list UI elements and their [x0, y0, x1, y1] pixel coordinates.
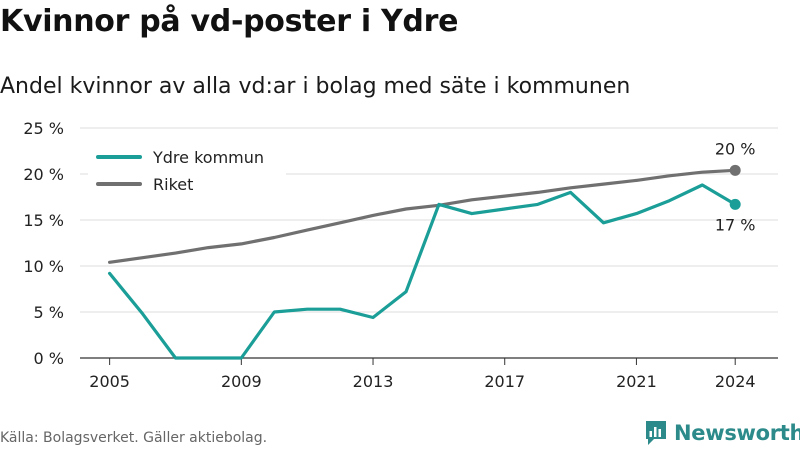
- legend-label: Riket: [153, 175, 193, 194]
- newsworthy-logo-icon: [646, 421, 666, 445]
- brand-name: Newsworthy: [674, 421, 800, 445]
- y-tick-label: 10 %: [23, 257, 64, 276]
- y-tick-label: 15 %: [23, 211, 64, 230]
- series-line-ydre: [107, 183, 737, 360]
- x-tick-label: 2021: [616, 372, 657, 391]
- x-tick-label: 2009: [221, 372, 262, 391]
- source-note: Källa: Bolagsverket. Gäller aktiebolag.: [0, 430, 268, 446]
- y-tick-label: 20 %: [23, 165, 64, 184]
- chart-title: Kvinnor på vd-poster i Ydre: [0, 4, 459, 39]
- data-labels: 20 % 17 %: [715, 139, 756, 234]
- y-tick-label: 25 %: [23, 119, 64, 138]
- newsworthy-logo[interactable]: Newsworthy: [644, 419, 800, 447]
- legend: Ydre kommun Riket: [88, 142, 286, 200]
- end-label-ydre: 17 %: [715, 215, 756, 234]
- x-tick-label: 2024: [715, 372, 756, 391]
- legend-label: Ydre kommun: [152, 148, 264, 167]
- end-point-ydre: [729, 198, 741, 210]
- y-tick-label: 0 %: [34, 349, 64, 368]
- x-axis-ticks: 2005 2009 2013 2017 2021 2024: [89, 358, 756, 391]
- series-line-riket: [107, 168, 737, 264]
- series-lines: [107, 164, 741, 360]
- chart-subtitle: Andel kvinnor av alla vd:ar i bolag med …: [0, 74, 631, 99]
- x-tick-label: 2013: [353, 372, 394, 391]
- end-label-riket: 20 %: [715, 139, 756, 158]
- y-axis-ticks: 0 % 5 % 10 % 15 % 20 % 25 %: [23, 119, 64, 368]
- y-tick-label: 5 %: [34, 303, 64, 322]
- x-tick-label: 2017: [484, 372, 525, 391]
- legend-background: [88, 142, 286, 200]
- end-point-riket: [729, 164, 741, 176]
- x-tick-label: 2005: [89, 372, 130, 391]
